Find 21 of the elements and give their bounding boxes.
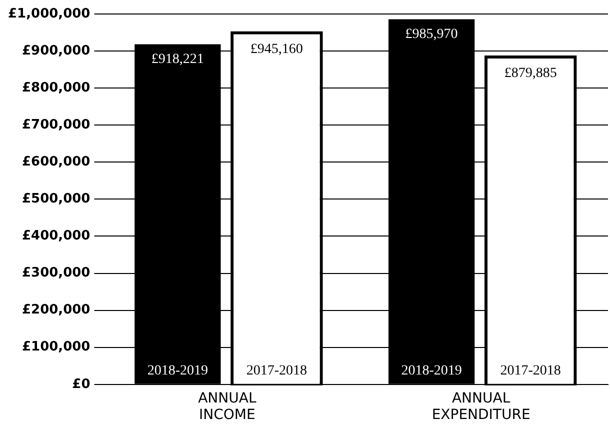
data-label: £945,160 xyxy=(250,42,303,57)
y-tick-label: £0 xyxy=(72,376,90,392)
text: 2017-2018 xyxy=(500,364,561,379)
series-label: 2017-2018 xyxy=(246,364,308,379)
y-tick-label: £800,000 xyxy=(22,80,90,96)
y-tick-label: £700,000 xyxy=(22,117,90,132)
y-tick-label: £200,000 xyxy=(22,302,90,318)
y-tick-label: £600,000 xyxy=(22,154,90,170)
text: 2018-2019 xyxy=(401,364,462,379)
y-tick-label: £500,000 xyxy=(22,192,90,207)
x-tick-label: ANNUAL EXPENDITURE xyxy=(432,390,530,424)
y-tick-label: £900,000 xyxy=(22,43,90,58)
y-tick-label: £400,000 xyxy=(22,228,90,244)
data-label: £985,970 xyxy=(405,26,458,42)
x-tick-label: ANNUAL INCOME xyxy=(198,390,256,424)
data-label: £918,221 xyxy=(151,52,204,67)
data-label: £879,885 xyxy=(504,66,557,82)
series-label: 2018-2019 xyxy=(147,364,208,379)
y-tick-label: £1,000,000 xyxy=(8,6,90,22)
y-tick-label: £300,000 xyxy=(22,266,90,281)
y-tick-label: £100,000 xyxy=(22,340,90,355)
